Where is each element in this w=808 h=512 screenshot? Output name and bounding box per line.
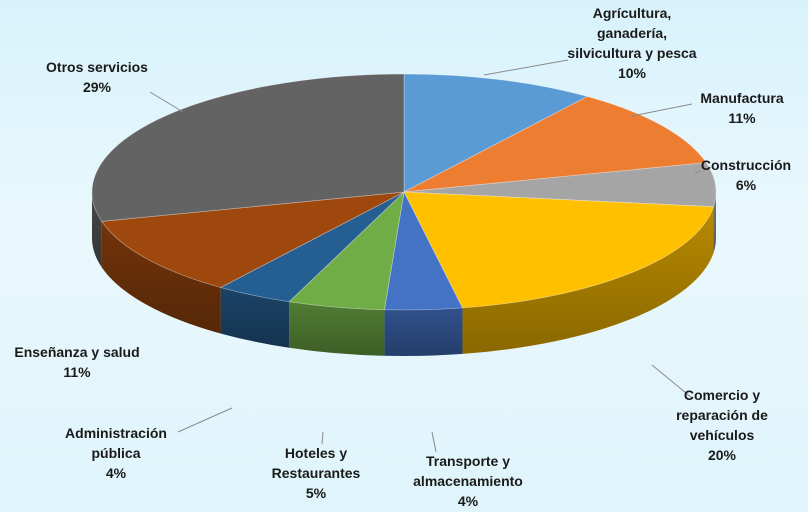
data-label-value-3: 20% [708,447,737,463]
data-label-text-4: Transporte y [426,453,510,469]
pie-slice-7 [101,191,405,288]
data-label-6: Administración pública 4% [65,425,167,481]
pie-slice-4 [383,190,464,311]
leader-line-3 [651,364,693,399]
data-label-text-0: Agrícultura, [593,5,672,21]
data-label-3: Comercio y reparación de vehículos 20% [676,387,768,463]
data-label-value-1: 11% [728,110,756,126]
data-label-0: Agrícultura, ganadería, silvicultura y pes… [567,5,696,81]
pie-slice-0 [403,73,589,193]
leader-line-8 [149,91,184,113]
leader-line-0 [483,59,569,76]
data-label-2: Construcción 6% [701,157,791,193]
pie-slice-6 [219,191,405,303]
data-label-8: Otros servicios 29% [46,59,148,95]
data-label-text-7: Enseñanza y salud [14,344,139,360]
data-label-5: Hoteles y Restaurantes 5% [272,445,361,501]
leader-line-6 [177,407,233,433]
pie-slice-3 [403,191,715,309]
data-label-text-0: ganadería, [597,25,667,41]
pie-slice-side-shade-5 [289,301,385,356]
pie-slice-side-shade-4 [384,307,463,356]
data-label-value-7: 11% [63,364,91,380]
pie-slice-2 [403,162,717,208]
data-label-value-6: 4% [106,465,127,481]
leader-line-4 [431,431,437,453]
data-label-value-2: 6% [736,177,757,193]
pie-slice-side-shade-3 [462,206,714,354]
data-label-text-3: Comercio y [684,387,760,403]
data-label-text-3: reparación de [676,407,768,423]
data-label-text-6: Administración [65,425,167,441]
data-label-1: Manufactura 11% [700,90,783,126]
data-label-7: Enseñanza y salud 11% [14,344,139,380]
data-label-text-1: Manufactura [700,90,783,106]
data-label-value-8: 29% [83,79,112,95]
data-label-text-6: pública [91,445,140,461]
pie-slice-8 [91,73,405,222]
pie-slice-side-shade-6 [220,287,290,348]
leader-line-1 [631,103,693,117]
pie-slice-side-shade-2 [713,192,716,253]
leader-line-5 [321,431,324,445]
data-label-text-8: Otros servicios [46,59,148,75]
data-label-text-5: Restaurantes [272,465,361,481]
pie-slice-5 [288,190,405,311]
data-label-value-5: 5% [306,485,327,501]
data-label-4: Transporte y almacenamiento 4% [413,453,523,509]
data-label-text-3: vehículos [690,427,755,443]
data-label-value-0: 10% [618,65,647,81]
pie-slice-side-shade-7 [101,221,221,334]
data-label-text-0: silvicultura y pesca [567,45,696,61]
data-label-text-5: Hoteles y [285,445,347,461]
data-label-text-2: Construcción [701,157,791,173]
pie-slice-side-shade-8 [92,192,102,268]
leader-line-2 [694,170,701,174]
pie-slice-1 [403,96,707,193]
data-label-value-4: 4% [458,493,479,509]
data-label-text-4: almacenamiento [413,473,523,489]
